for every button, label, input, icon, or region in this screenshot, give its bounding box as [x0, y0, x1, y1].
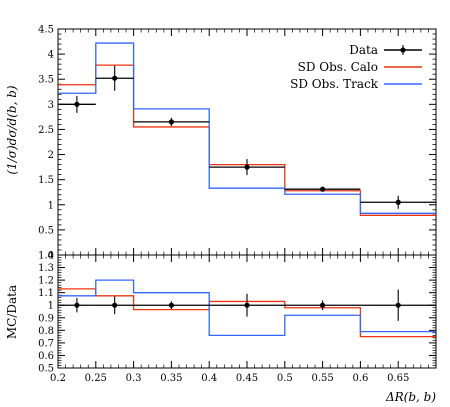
x-tick-label: 0.2 [50, 373, 66, 384]
axis-titles: (1/σ)dσ/d(b, b) MC/Data ΔR(b, b) [5, 85, 436, 404]
data-point [320, 186, 326, 192]
y-tick-label: 2.5 [38, 125, 54, 136]
ratio-data-point [395, 302, 401, 308]
y-tick-label: 1.5 [38, 175, 54, 186]
x-tick-label: 0.4 [201, 373, 217, 384]
series-line-sd-obs-track [58, 42, 436, 214]
main-panel: 0 0.5 1 1.5 2 2.5 3 3.5 4 4.5 [38, 25, 437, 262]
ratio-data-point [74, 302, 80, 308]
ratio-y-tick-label: 0.5 [38, 364, 54, 375]
x-tick-label: 0.5 [277, 373, 293, 384]
data-point [395, 199, 401, 205]
data-point [244, 164, 250, 170]
legend-label: SD Obs. Track [290, 77, 379, 91]
ratio-y-tick-label: 1 [48, 301, 54, 312]
x-tick-label: 0.45 [236, 373, 258, 384]
ratio-y-tick-label: 0.6 [38, 351, 54, 362]
ratio-line-sd-obs-track [58, 279, 436, 337]
data-point [74, 101, 80, 107]
ratio-y-tick-label: 1.2 [38, 276, 54, 287]
ratio-y-tick-label: 0.7 [38, 338, 54, 349]
ratio-y-tick-label: 1.4 [38, 251, 54, 262]
legend-label: Data [349, 43, 378, 57]
main-frame [57, 28, 437, 256]
data-point [112, 75, 118, 81]
y-tick-label: 3.5 [38, 75, 54, 86]
ratio-y-tick-label: 1.1 [38, 288, 54, 299]
data-point [168, 119, 174, 125]
x-axis-title: ΔR(b, b) [385, 390, 436, 404]
x-tick-label: 0.55 [311, 373, 333, 384]
legend-marker [400, 47, 406, 53]
x-tick-label: 0.6 [352, 373, 368, 384]
ratio-data-point [112, 302, 118, 308]
ratio-y-tick-label: 0.8 [38, 326, 54, 337]
y-tick-label: 0 [48, 251, 54, 262]
legend-label: SD Obs. Calo [298, 60, 378, 74]
x-tick-label: 0.25 [85, 373, 107, 384]
ratio-y-tick-label: 0.9 [38, 313, 54, 324]
x-tick-label: 0.65 [387, 373, 409, 384]
ratio-y-axis-title: MC/Data [5, 285, 19, 339]
y-tick-label: 2 [48, 150, 54, 161]
legend: Data SD Obs. Calo SD Obs. Track [290, 43, 422, 91]
y-tick-label: 4 [48, 50, 54, 61]
y-axis-title: (1/σ)dσ/d(b, b) [5, 85, 19, 175]
y-tick-label: 3 [48, 100, 54, 111]
y-tick-label: 1 [48, 200, 54, 211]
y-tick-label: 0.5 [38, 225, 54, 236]
ratio-data-point [168, 302, 174, 308]
x-tick-label: 0.3 [126, 373, 142, 384]
x-tick-label: 0.35 [160, 373, 182, 384]
ratio-data-point [244, 302, 250, 308]
ratio-panel: 0.5 0.6 0.70.8 0.91 1.11.2 1.31.4 0.2 0.25 0.3 0.… [38, 251, 437, 384]
ratio-data-point [320, 302, 326, 308]
ratio-y-tick-label: 1.3 [38, 263, 54, 274]
y-tick-label: 4.5 [38, 25, 54, 36]
